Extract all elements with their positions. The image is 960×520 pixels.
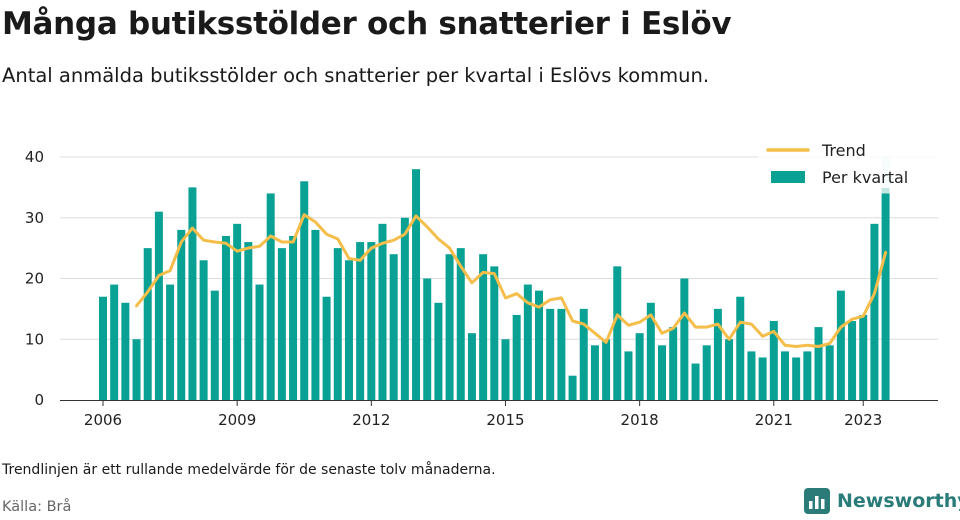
bar <box>423 278 432 400</box>
bar <box>99 296 107 400</box>
bar <box>199 260 208 400</box>
bar <box>535 290 544 400</box>
legend-swatch-bars <box>771 171 805 183</box>
brand-name: Newsworthy <box>837 490 960 512</box>
bar <box>244 242 253 400</box>
bar <box>344 260 353 400</box>
bar <box>311 229 320 400</box>
bar <box>400 217 409 400</box>
x-tick-label: 2009 <box>218 411 256 429</box>
bar <box>691 363 700 400</box>
bar <box>825 345 834 400</box>
chart-title: Många butiksstölder och snatterier i Esl… <box>2 6 732 42</box>
x-tick-label: 2018 <box>621 411 659 429</box>
bar <box>848 321 857 400</box>
bar-series <box>99 157 890 400</box>
bar <box>188 187 197 400</box>
axes: 0 10 20 30 40 2006 2009 2012 2015 2018 2021 2023 <box>25 148 938 429</box>
bar <box>277 248 286 400</box>
bar <box>814 327 823 400</box>
bar <box>881 193 890 400</box>
bar <box>378 223 387 400</box>
x-tick-label: 2015 <box>486 411 524 429</box>
x-tick-label: 2012 <box>352 411 390 429</box>
bar <box>300 181 309 400</box>
source-text: Källa: Brå <box>2 499 72 515</box>
trend-line <box>135 213 888 348</box>
bar <box>412 169 421 400</box>
bar <box>658 345 666 400</box>
bar <box>579 308 588 400</box>
y-tick-label: 0 <box>34 391 44 409</box>
bar <box>669 327 678 400</box>
bar <box>501 339 510 400</box>
bar <box>166 284 175 400</box>
bar <box>546 308 555 400</box>
bar <box>602 339 611 400</box>
bar <box>490 266 499 400</box>
bar <box>646 302 655 400</box>
bar <box>747 351 756 400</box>
y-tick-label: 10 <box>25 330 44 348</box>
bar <box>389 254 398 400</box>
trend-series <box>135 213 888 348</box>
bar <box>210 290 219 400</box>
bar <box>792 357 801 400</box>
bar <box>266 193 275 400</box>
bar <box>736 296 745 400</box>
bar <box>803 351 812 400</box>
y-tick-label: 30 <box>25 209 44 227</box>
bar <box>356 242 365 400</box>
bar <box>769 321 778 400</box>
bar <box>859 314 868 400</box>
bar <box>132 339 141 400</box>
bar <box>479 254 488 400</box>
bar <box>523 284 532 400</box>
bar <box>333 248 342 400</box>
bar <box>434 302 443 400</box>
footnote: Trendlinjen är ett rullande medelvärde f… <box>2 462 496 478</box>
brand-logo[interactable]: Newsworthy <box>804 488 960 514</box>
bar <box>289 235 298 400</box>
bar <box>557 308 566 400</box>
legend-label-trend: Trend <box>821 141 866 160</box>
bar <box>177 229 186 400</box>
bar <box>702 345 711 400</box>
bar <box>758 357 767 400</box>
bar <box>870 223 879 400</box>
bar <box>590 345 599 400</box>
bar <box>635 333 644 400</box>
y-tick-label: 20 <box>25 270 44 288</box>
bar <box>255 284 264 400</box>
bar <box>110 284 119 400</box>
y-tick-label: 40 <box>25 148 44 166</box>
legend: Trend Per kvartal <box>758 140 938 188</box>
bar <box>613 266 622 400</box>
bar <box>713 308 722 400</box>
newsworthy-logo-icon <box>804 488 830 514</box>
bar <box>154 211 163 400</box>
bar <box>221 235 230 400</box>
legend-label-bars: Per kvartal <box>822 168 908 187</box>
bar <box>456 248 465 400</box>
bar <box>233 223 242 400</box>
bar <box>725 339 734 400</box>
bar <box>680 278 689 400</box>
bar <box>143 248 152 400</box>
bar <box>512 314 521 400</box>
bar <box>467 333 476 400</box>
bar <box>624 351 633 400</box>
chart-subtitle: Antal anmälda butiksstölder och snatteri… <box>2 64 710 87</box>
bar <box>445 254 454 400</box>
x-tick-label: 2023 <box>844 411 882 429</box>
x-tick-label: 2006 <box>84 411 122 429</box>
bar <box>568 375 577 400</box>
bar <box>836 290 845 400</box>
bar <box>367 242 376 400</box>
x-tick-label: 2021 <box>755 411 793 429</box>
bar <box>322 296 331 400</box>
chart: 0 10 20 30 40 2006 2009 2012 2015 2018 2021 2023 Tr… <box>25 140 938 429</box>
bar <box>780 351 789 400</box>
bar <box>121 302 130 400</box>
